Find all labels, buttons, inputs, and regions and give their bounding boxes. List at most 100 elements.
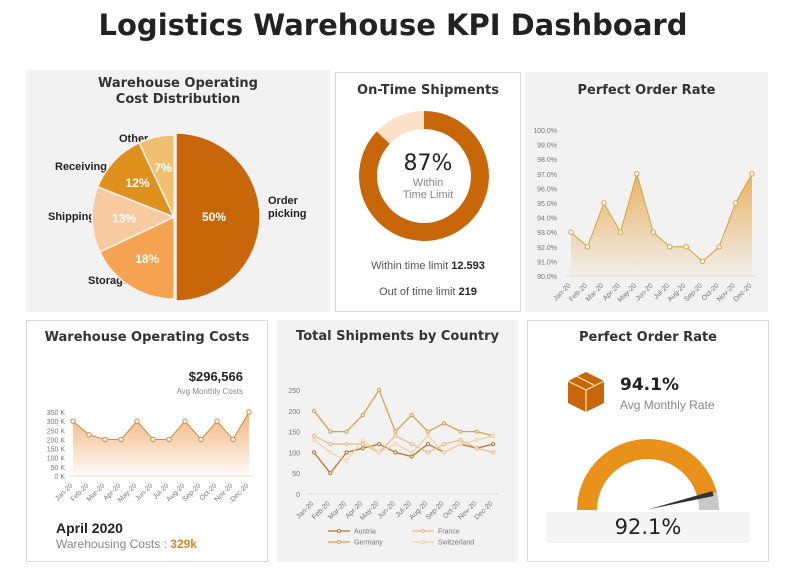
y-tick: 350 K (47, 410, 66, 417)
y-tick: 200 (288, 409, 300, 416)
x-tick: Mar-20 (86, 482, 107, 503)
y-tick: 93.0% (537, 230, 557, 237)
label-shipping: Shipping (48, 211, 96, 223)
y-tick: 96.0% (537, 186, 557, 193)
point-switzerland (425, 433, 431, 438)
legend-marker (420, 528, 426, 534)
x-tick: Jun-20 (635, 282, 655, 302)
line-switzerland (313, 434, 494, 462)
point-switzerland (376, 450, 382, 455)
data-point (584, 244, 591, 250)
point-switzerland (311, 437, 317, 443)
y-tick: 300 K (47, 419, 66, 426)
data-point (699, 258, 706, 265)
data-point (214, 418, 220, 424)
data-point (118, 436, 124, 443)
data-point (749, 171, 755, 177)
point-france (425, 450, 431, 455)
point-germany (409, 412, 414, 418)
ontime-sub: Within Time Limit (402, 177, 454, 201)
data-point (102, 436, 108, 443)
y-tick: 200 K (47, 437, 66, 444)
point-france (442, 441, 447, 447)
shipments-country-title: Total Shipments by Country (296, 329, 499, 344)
x-tick: Dec-20 (732, 282, 753, 303)
pie-label: 18% (135, 252, 159, 266)
point-switzerland (474, 437, 479, 443)
legend-label-france: France (438, 529, 460, 536)
data-point (667, 244, 673, 250)
y-tick: 0 (296, 492, 300, 499)
cost-distribution-title: Warehouse Operating Cost Distribution (26, 76, 330, 108)
point-germany (474, 429, 479, 434)
pie-slice-storage (98, 215, 175, 300)
x-tick: Jun-20 (134, 482, 154, 502)
within-row: Within time limit 12.593 (371, 260, 485, 272)
point-austria (360, 446, 365, 451)
data-point (568, 229, 574, 235)
y-tick: 50 K (51, 465, 66, 472)
y-tick: 100 (288, 450, 300, 457)
area-line (570, 171, 753, 263)
y-tick: 92.0% (537, 245, 557, 252)
avg-cost-value: $296,566 (188, 369, 243, 384)
label-receiving: Receiving (55, 161, 107, 173)
data-point (182, 418, 188, 424)
point-switzerland (393, 441, 398, 447)
data-point (86, 432, 92, 438)
label-order-picking: Order picking (268, 195, 307, 220)
x-tick: Dec-20 (473, 500, 494, 521)
y-tick: 95.0% (537, 201, 557, 208)
point-france (490, 450, 496, 455)
data-point (601, 200, 607, 206)
point-switzerland (409, 450, 414, 455)
point-france (409, 441, 414, 447)
pie-slice-shipping (91, 185, 176, 253)
page-title: Logistics Warehouse KPI Dashboard (98, 8, 688, 42)
y-tick: 99.0% (537, 143, 557, 150)
legend-marker (336, 539, 342, 545)
area-line (72, 411, 250, 441)
line-austria (313, 443, 494, 475)
point-switzerland (328, 450, 333, 455)
point-france (344, 441, 349, 447)
gauge-title: Perfect Order Rate (578, 330, 717, 345)
data-point (134, 418, 140, 424)
point-austria (425, 441, 431, 447)
point-france (311, 433, 317, 438)
ontime-title: On-Time Shipments (357, 83, 499, 98)
point-austria (409, 454, 414, 459)
data-point (198, 436, 204, 443)
data-point (230, 436, 236, 443)
point-germany (360, 412, 365, 418)
avg-rate-label: Avg Monthly Rate (620, 398, 715, 412)
x-tick: Jun-20 (377, 500, 397, 520)
y-tick: 150 K (47, 447, 66, 454)
y-tick: 50 (292, 471, 300, 478)
point-germany (458, 429, 463, 434)
y-tick: 250 (288, 388, 300, 395)
point-germany (376, 387, 382, 393)
point-switzerland (442, 450, 447, 455)
area-fill (571, 173, 752, 276)
x-tick: Mar-20 (327, 500, 348, 521)
point-austria (376, 441, 382, 447)
x-tick: Sep-20 (683, 282, 704, 303)
y-tick: 90.0% (537, 274, 557, 281)
point-germany (442, 421, 447, 426)
line-germany (313, 388, 494, 437)
gauge-fill (577, 439, 717, 510)
point-france (474, 446, 479, 451)
avg-cost-label: Avg Monthly Costs (176, 387, 243, 396)
avg-rate-value: 94.1% (620, 375, 679, 395)
point-switzerland (490, 433, 496, 438)
operating-costs-title: Warehouse Operating Costs (44, 330, 250, 345)
point-france (328, 441, 333, 447)
x-tick: Dec-20 (229, 482, 250, 503)
y-tick: 100 K (47, 456, 66, 463)
data-point (732, 200, 739, 206)
pie-slice-other (138, 134, 175, 218)
pie-slice-receiving (96, 141, 176, 219)
x-tick: Mar-20 (585, 282, 606, 303)
